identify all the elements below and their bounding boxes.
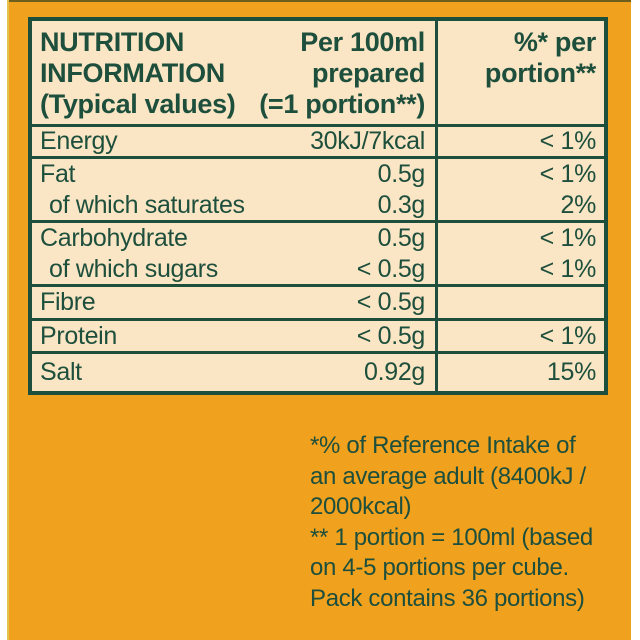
header-title-line: NUTRITION bbox=[40, 27, 185, 57]
header-title: NUTRITION INFORMATION (Typical values) bbox=[40, 27, 236, 120]
row-percent: < 1% bbox=[539, 321, 597, 350]
footnote-line: *% of Reference Intake of bbox=[310, 432, 576, 459]
left-yellow-edge-line bbox=[7, 0, 9, 640]
row-percent: < 1% bbox=[539, 254, 597, 283]
table-row-fibre: Fibre < 0.5g bbox=[32, 284, 604, 318]
row-value: < 0.5g bbox=[356, 288, 426, 316]
header-left-cell: NUTRITION INFORMATION (Typical values) P… bbox=[32, 21, 435, 124]
table-header-row: NUTRITION INFORMATION (Typical values) P… bbox=[32, 21, 604, 124]
header-per-100ml-line: prepared bbox=[312, 58, 425, 88]
row-label: Carbohydrate bbox=[40, 223, 188, 252]
footnote-line: 2000kcal) bbox=[310, 493, 412, 520]
top-edge-line bbox=[0, 0, 640, 2]
header-per-100ml-line: (=1 portion**) bbox=[259, 89, 425, 119]
header-title-line: INFORMATION bbox=[40, 58, 225, 88]
row-percent: 2% bbox=[560, 190, 597, 219]
row-label: Protein bbox=[40, 321, 117, 350]
nutrition-table: NUTRITION INFORMATION (Typical values) P… bbox=[28, 17, 608, 395]
table-row-protein: Protein < 0.5g < 1% bbox=[32, 318, 604, 351]
row-sublabel: of which sugars bbox=[49, 254, 218, 283]
table-row-energy: Energy 30kJ/7kcal < 1% bbox=[32, 124, 604, 156]
footnote-line: ** 1 portion = 100ml (based bbox=[310, 523, 593, 551]
left-white-edge bbox=[0, 0, 7, 640]
right-white-edge bbox=[631, 0, 640, 640]
row-value: < 0.5g bbox=[356, 321, 426, 350]
row-percent: < 1% bbox=[539, 223, 597, 252]
row-sublabel: of which saturates bbox=[49, 190, 245, 219]
row-value: < 0.5g bbox=[356, 254, 426, 283]
row-percent: < 1% bbox=[539, 159, 597, 188]
row-label: Fibre bbox=[40, 288, 96, 316]
table-row-fat: Fat 0.5g of which saturates 0.3g < 1% 2% bbox=[32, 156, 604, 220]
footnotes: *% of Reference Intake of an average adu… bbox=[310, 431, 620, 614]
header-percent-line: portion** bbox=[484, 58, 596, 88]
header-per-100ml-line: Per 100ml bbox=[300, 27, 425, 57]
footnote-line: Pack contains 36 portions) bbox=[310, 584, 585, 612]
header-per-100ml: Per 100ml prepared (=1 portion**) bbox=[259, 27, 425, 120]
row-value: 30kJ/7kcal bbox=[310, 127, 425, 155]
row-label: Fat bbox=[40, 159, 76, 188]
header-percent-cell: %* per portion** bbox=[435, 21, 604, 124]
row-label: Salt bbox=[40, 358, 82, 386]
table-row-carbohydrate: Carbohydrate 0.5g of which sugars < 0.5g… bbox=[32, 220, 604, 284]
row-percent: < 1% bbox=[539, 127, 597, 155]
row-value: 0.5g bbox=[377, 159, 426, 188]
row-label: Energy bbox=[40, 127, 118, 155]
row-percent: 15% bbox=[546, 358, 596, 386]
header-title-line: (Typical values) bbox=[40, 89, 236, 119]
row-value: 0.5g bbox=[377, 223, 426, 252]
footnote-line: an average adult (8400kJ / bbox=[310, 462, 586, 490]
footnote-line: on 4-5 portions per cube. bbox=[310, 554, 569, 581]
header-percent-line: %* per bbox=[513, 27, 596, 57]
row-value: 0.3g bbox=[377, 190, 426, 219]
table-row-salt: Salt 0.92g 15% bbox=[32, 351, 604, 391]
row-value: 0.92g bbox=[364, 358, 425, 386]
